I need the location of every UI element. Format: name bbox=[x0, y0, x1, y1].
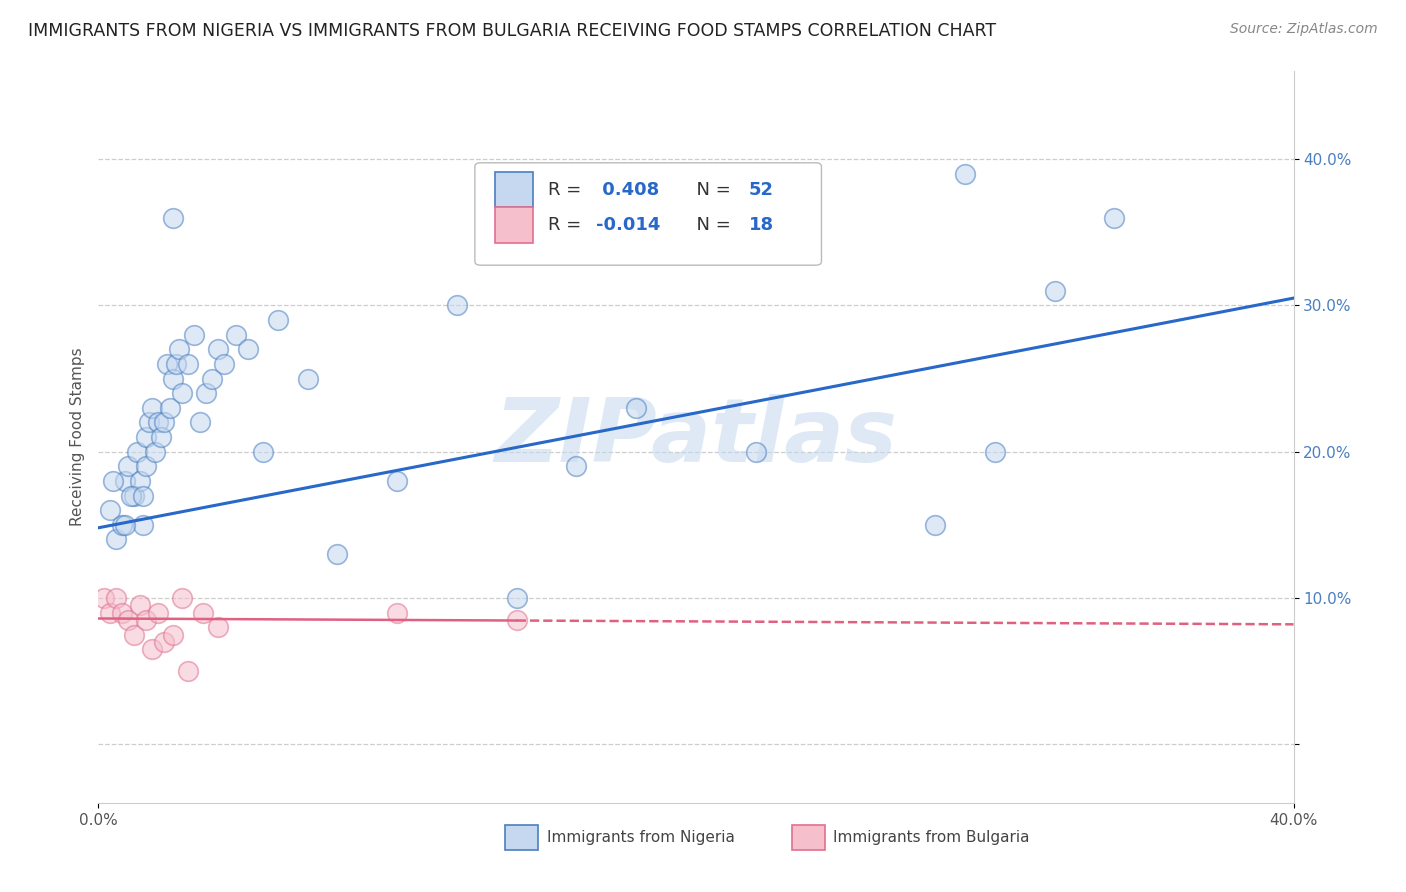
Text: Immigrants from Nigeria: Immigrants from Nigeria bbox=[547, 830, 734, 846]
Text: IMMIGRANTS FROM NIGERIA VS IMMIGRANTS FROM BULGARIA RECEIVING FOOD STAMPS CORREL: IMMIGRANTS FROM NIGERIA VS IMMIGRANTS FR… bbox=[28, 22, 997, 40]
Point bbox=[124, 489, 146, 503]
Point bbox=[153, 635, 176, 649]
Point bbox=[506, 591, 529, 605]
Point bbox=[117, 459, 139, 474]
Point bbox=[1104, 211, 1126, 225]
Point bbox=[924, 517, 946, 532]
Point bbox=[745, 444, 768, 458]
Point bbox=[162, 211, 184, 225]
Point bbox=[212, 357, 235, 371]
Point bbox=[159, 401, 181, 415]
Point bbox=[135, 430, 157, 444]
Text: N =: N = bbox=[685, 181, 737, 199]
Point bbox=[98, 606, 122, 620]
Point bbox=[111, 517, 134, 532]
Text: R =: R = bbox=[548, 181, 586, 199]
Point bbox=[153, 416, 176, 430]
Point bbox=[252, 444, 274, 458]
Point bbox=[385, 606, 409, 620]
FancyBboxPatch shape bbox=[792, 825, 825, 850]
Point bbox=[326, 547, 349, 561]
Point bbox=[953, 167, 976, 181]
Point bbox=[135, 613, 157, 627]
FancyBboxPatch shape bbox=[475, 163, 821, 265]
Point bbox=[143, 444, 166, 458]
FancyBboxPatch shape bbox=[495, 208, 533, 243]
Point bbox=[156, 357, 179, 371]
Point bbox=[165, 357, 187, 371]
Y-axis label: Receiving Food Stamps: Receiving Food Stamps bbox=[69, 348, 84, 526]
Text: -0.014: -0.014 bbox=[596, 216, 659, 234]
Text: ZIPatlas: ZIPatlas bbox=[495, 393, 897, 481]
Text: 0.408: 0.408 bbox=[596, 181, 659, 199]
Point bbox=[111, 606, 134, 620]
Point bbox=[236, 343, 259, 357]
Point bbox=[148, 606, 170, 620]
Point bbox=[172, 386, 194, 401]
FancyBboxPatch shape bbox=[495, 172, 533, 208]
Text: Source: ZipAtlas.com: Source: ZipAtlas.com bbox=[1230, 22, 1378, 37]
Point bbox=[565, 459, 588, 474]
Point bbox=[385, 474, 409, 488]
Point bbox=[172, 591, 194, 605]
Point bbox=[98, 503, 122, 517]
Text: R =: R = bbox=[548, 216, 586, 234]
Text: N =: N = bbox=[685, 216, 737, 234]
Point bbox=[129, 474, 152, 488]
Point bbox=[124, 627, 146, 641]
Point bbox=[141, 401, 163, 415]
Point bbox=[105, 533, 128, 547]
Point bbox=[103, 474, 125, 488]
Point bbox=[267, 313, 290, 327]
Point bbox=[177, 357, 200, 371]
Point bbox=[297, 371, 319, 385]
Point bbox=[167, 343, 190, 357]
Point bbox=[129, 599, 152, 613]
Point bbox=[177, 664, 200, 678]
Point bbox=[207, 620, 229, 634]
Text: Immigrants from Bulgaria: Immigrants from Bulgaria bbox=[834, 830, 1031, 846]
Point bbox=[195, 386, 218, 401]
Text: 52: 52 bbox=[748, 181, 773, 199]
Point bbox=[626, 401, 648, 415]
Text: 18: 18 bbox=[748, 216, 773, 234]
Point bbox=[114, 517, 136, 532]
Point bbox=[93, 591, 115, 605]
Point bbox=[135, 459, 157, 474]
FancyBboxPatch shape bbox=[505, 825, 538, 850]
Point bbox=[138, 416, 160, 430]
Point bbox=[506, 613, 529, 627]
Point bbox=[446, 298, 468, 312]
Point bbox=[132, 517, 155, 532]
Point bbox=[225, 327, 247, 342]
Point bbox=[148, 416, 170, 430]
Point bbox=[162, 627, 184, 641]
Point bbox=[188, 416, 211, 430]
Point bbox=[183, 327, 205, 342]
Point bbox=[127, 444, 149, 458]
Point bbox=[191, 606, 214, 620]
Point bbox=[132, 489, 155, 503]
Point bbox=[984, 444, 1007, 458]
Point bbox=[105, 591, 128, 605]
Point bbox=[201, 371, 224, 385]
Point bbox=[150, 430, 173, 444]
Point bbox=[120, 489, 142, 503]
Point bbox=[141, 642, 163, 657]
Point bbox=[207, 343, 229, 357]
Point bbox=[1043, 284, 1066, 298]
Point bbox=[114, 474, 136, 488]
Point bbox=[162, 371, 184, 385]
Point bbox=[117, 613, 139, 627]
